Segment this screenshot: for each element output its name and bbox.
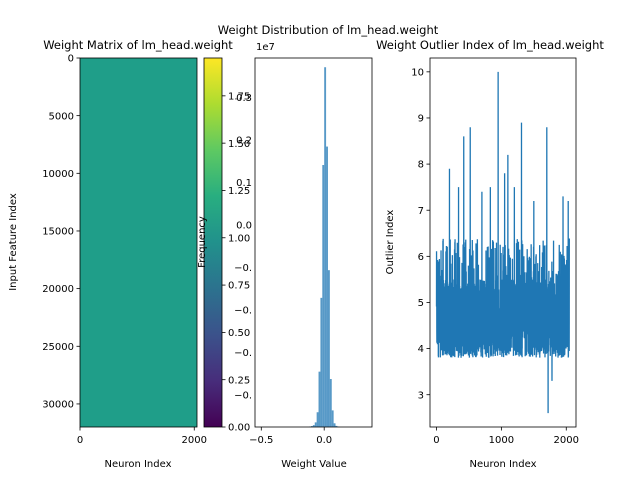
outlier-ytick-label: 5: [418, 298, 424, 309]
histogram-bar: [326, 146, 328, 427]
outlier-panel: Weight Outlier Index of lm_head.weight 3…: [376, 38, 604, 470]
histogram-xtick-label: 0.0: [316, 435, 332, 446]
heatmap-title: Weight Matrix of lm_head.weight: [43, 38, 233, 52]
histogram-panel: −0.5 0.0 Weight Value Frequency: [197, 57, 373, 470]
colorbar-tick-label: 0.00: [228, 423, 250, 434]
outlier-x-ticks: 0 1000 2000: [433, 427, 579, 446]
colorbar-ticks: 0.00 0.25 0.50 0.75 1.00 1.25 1.50 1.75: [222, 91, 250, 434]
outlier-frame: [429, 57, 577, 428]
outlier-ytick-label: 10: [411, 67, 424, 78]
outlier-xlabel: Neuron Index: [469, 459, 536, 470]
colorbar-tick-label: 0.25: [228, 375, 250, 386]
colorbar-offset-label: 1e7: [256, 42, 275, 53]
colorbar-gradient: [204, 58, 222, 427]
colorbar: 0.00 0.25 0.50 0.75 1.00 1.25 1.50 1.75 1e7 0.3…: [203, 42, 275, 434]
outlier-y-ticks: 3 4 5 6 7 8 9 10: [411, 67, 430, 401]
histogram-bar: [333, 423, 336, 427]
histogram-bar: [316, 412, 319, 427]
colorbar-overlapping-label: −0.: [234, 391, 252, 402]
heatmap-ytick-label: 20000: [42, 284, 74, 295]
heatmap-x-ticks: 0 2000: [77, 427, 207, 446]
outlier-ytick-label: 7: [418, 206, 424, 217]
outlier-xtick-label: 0: [433, 435, 439, 446]
histogram-bars: [309, 67, 340, 427]
heatmap-xlabel: Neuron Index: [104, 459, 171, 470]
heatmap-xtick-label: 0: [77, 435, 83, 446]
colorbar-tick-label: 1.00: [228, 233, 250, 244]
colorbar-tick-label: 0.50: [228, 328, 250, 339]
outlier-xtick-label: 1000: [489, 435, 514, 446]
outlier-ytick-label: 6: [418, 252, 424, 263]
heatmap-cells: [80, 58, 197, 427]
outlier-ytick-label: 8: [418, 160, 424, 171]
colorbar-overlapping-label: −0.: [234, 348, 252, 359]
histogram-x-ticks: −0.5 0.0: [249, 427, 332, 446]
histogram-bar: [322, 165, 325, 427]
colorbar-overlapping-label: 0.2: [236, 136, 252, 147]
colorbar-frame: [203, 57, 223, 428]
histogram-bar: [331, 410, 334, 427]
outlier-series-line: [435, 71, 570, 414]
colorbar-overlapping-label: 0.3: [236, 93, 252, 104]
figure-suptitle: Weight Distribution of lm_head.weight: [218, 23, 439, 37]
histogram-ylabel: Frequency: [197, 216, 208, 268]
colorbar-tick-label: 0.75: [228, 281, 250, 292]
histogram-xtick-label: −0.5: [249, 435, 273, 446]
histogram-bar: [312, 425, 315, 427]
histogram-bar: [324, 67, 327, 427]
heatmap-ytick-label: 0: [68, 54, 74, 65]
colorbar-overlapping-label: 0.0: [236, 221, 252, 232]
colorbar-overlapping-label: −0.: [234, 263, 252, 274]
heatmap-ytick-label: 10000: [42, 169, 74, 180]
outlier-xtick-label: 2000: [554, 435, 579, 446]
outlier-ylabel: Outlier Index: [385, 210, 396, 275]
colorbar-overlapping-label: −0.: [234, 306, 252, 317]
outlier-ytick-label: 3: [418, 390, 424, 401]
outlier-ytick-label: 9: [418, 114, 424, 125]
colorbar-tick-label: 1.25: [228, 186, 250, 197]
histogram-bar: [329, 379, 332, 427]
outlier-title: Weight Outlier Index of lm_head.weight: [376, 38, 604, 52]
heatmap-ytick-label: 30000: [42, 400, 74, 411]
colorbar-tick-label: 1.75: [228, 91, 250, 102]
histogram-bar: [320, 297, 323, 427]
histogram-frame: [254, 57, 373, 428]
histogram-bar: [310, 426, 313, 427]
histogram-bar: [314, 422, 317, 427]
heatmap-xtick-label: 2000: [182, 435, 207, 446]
histogram-bar: [318, 371, 321, 427]
heatmap-ytick-label: 25000: [42, 342, 74, 353]
histogram-bar: [335, 425, 338, 427]
colorbar-overlapping-labels: 0.3 0.2 0.1 0.0 −0. −0. −0. −0.: [234, 93, 252, 402]
heatmap-frame: [79, 57, 198, 428]
histogram-xlabel: Weight Value: [281, 459, 346, 470]
heatmap-y-ticks: 0 5000 10000 15000 20000 25000 30000: [42, 54, 80, 411]
heatmap-panel: Weight Matrix of lm_head.weight 0 5000 100…: [8, 38, 233, 470]
heatmap-ytick-label: 5000: [49, 111, 74, 122]
heatmap-ylabel: Input Feature Index: [8, 193, 19, 291]
outlier-ytick-label: 4: [418, 344, 424, 355]
colorbar-overlapping-label: 0.1: [236, 178, 252, 189]
histogram-bar: [327, 270, 330, 427]
colorbar-tick-label: 1.50: [228, 139, 250, 150]
heatmap-ytick-label: 15000: [42, 227, 74, 238]
